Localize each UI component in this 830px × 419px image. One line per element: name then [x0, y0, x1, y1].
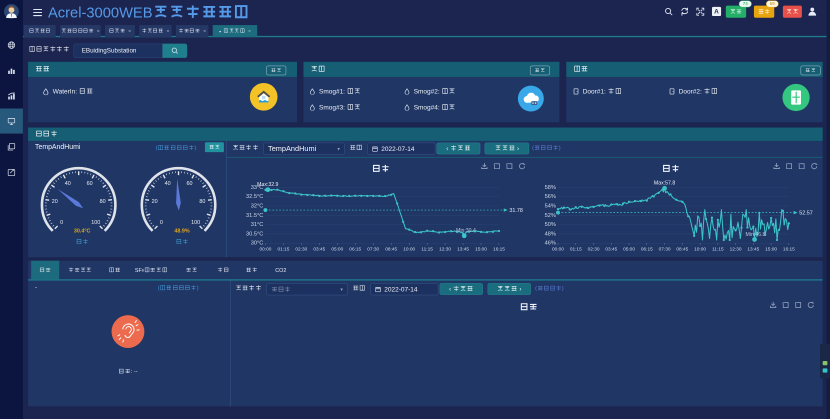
svg-text:50%: 50%	[545, 222, 556, 228]
svg-text:20: 20	[152, 199, 158, 205]
svg-text:40: 40	[65, 181, 71, 187]
svg-text:100: 100	[91, 220, 100, 226]
svg-text:15:00: 15:00	[475, 247, 487, 253]
svg-text:16:15: 16:15	[783, 247, 795, 253]
svg-text:80: 80	[99, 199, 105, 205]
svg-text:05:00: 05:00	[623, 247, 635, 253]
svg-text:13:45: 13:45	[457, 247, 469, 253]
svg-text:52%: 52%	[545, 213, 556, 219]
svg-text:31.78: 31.78	[509, 208, 522, 214]
svg-text:Min:46.8: Min:46.8	[746, 232, 766, 238]
svg-text:33°C: 33°C	[251, 185, 264, 191]
svg-text:56%: 56%	[545, 194, 556, 200]
svg-text:31°C: 31°C	[251, 222, 264, 228]
svg-text:01:15: 01:15	[570, 247, 582, 253]
svg-text:10:00: 10:00	[694, 247, 706, 253]
svg-text:03:45: 03:45	[605, 247, 617, 253]
svg-text:48%: 48%	[545, 231, 556, 237]
svg-text:07:30: 07:30	[659, 247, 671, 253]
svg-text:02:30: 02:30	[588, 247, 600, 253]
svg-text:31.5°C: 31.5°C	[246, 213, 263, 219]
svg-text:30°C: 30°C	[251, 241, 264, 247]
svg-text:48.9%: 48.9%	[174, 229, 189, 235]
svg-text:10:00: 10:00	[403, 247, 415, 253]
svg-text:52.57: 52.57	[799, 210, 812, 216]
svg-text:0: 0	[160, 220, 163, 226]
svg-text:0: 0	[60, 220, 63, 226]
svg-text:30.5°C: 30.5°C	[246, 231, 263, 237]
svg-text:13:45: 13:45	[747, 247, 759, 253]
svg-text:12:30: 12:30	[730, 247, 742, 253]
svg-text:30.4°C: 30.4°C	[74, 229, 91, 235]
svg-text:60: 60	[86, 181, 92, 187]
svg-text:Min:30.4: Min:30.4	[456, 228, 476, 234]
svg-text:08:45: 08:45	[385, 247, 397, 253]
svg-text:00:00: 00:00	[552, 247, 564, 253]
svg-text:06:15: 06:15	[641, 247, 653, 253]
svg-text:58%: 58%	[545, 185, 556, 191]
svg-text:54%: 54%	[545, 203, 556, 209]
svg-text:02:30: 02:30	[295, 247, 307, 253]
svg-text:16:15: 16:15	[493, 247, 505, 253]
svg-text:05:00: 05:00	[331, 247, 343, 253]
svg-text:100: 100	[191, 220, 200, 226]
svg-text:11:15: 11:15	[421, 247, 433, 253]
svg-text:Max:57.8: Max:57.8	[654, 180, 675, 186]
svg-text:15:00: 15:00	[765, 247, 777, 253]
svg-text:12:30: 12:30	[439, 247, 451, 253]
svg-text:08:45: 08:45	[676, 247, 688, 253]
svg-text:01:15: 01:15	[277, 247, 289, 253]
svg-text:60: 60	[186, 181, 192, 187]
svg-text:11:15: 11:15	[712, 247, 724, 253]
svg-text:07:30: 07:30	[367, 247, 379, 253]
svg-text:32°C: 32°C	[251, 203, 264, 209]
svg-text:80: 80	[199, 199, 205, 205]
svg-text:06:15: 06:15	[349, 247, 361, 253]
svg-text:00:00: 00:00	[259, 247, 271, 253]
svg-text:Max:32.9: Max:32.9	[257, 182, 278, 188]
svg-text:03:45: 03:45	[313, 247, 325, 253]
svg-text:40: 40	[165, 181, 171, 187]
svg-text:32.5°C: 32.5°C	[246, 194, 263, 200]
svg-text:20: 20	[52, 199, 58, 205]
svg-text:46%: 46%	[545, 241, 556, 247]
